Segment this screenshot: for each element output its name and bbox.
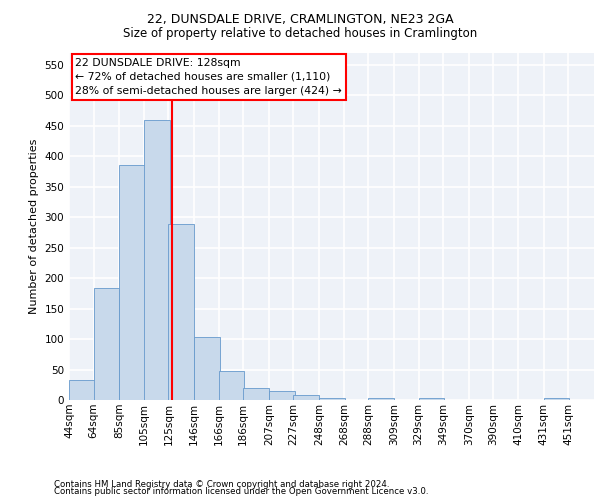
Bar (94, 288, 119, 400)
Bar (218, 372, 244, 400)
Bar (269, 392, 295, 400)
Bar (419, 398, 445, 400)
Bar (119, 166, 145, 400)
Text: Size of property relative to detached houses in Cramlington: Size of property relative to detached ho… (123, 28, 477, 40)
Bar (243, 388, 269, 400)
Text: Contains HM Land Registry data © Crown copyright and database right 2024.: Contains HM Land Registry data © Crown c… (54, 480, 389, 489)
Bar (319, 398, 345, 400)
Bar (144, 120, 170, 400)
Bar (293, 394, 319, 400)
Bar (544, 398, 569, 400)
Text: 22 DUNSDALE DRIVE: 128sqm
← 72% of detached houses are smaller (1,110)
28% of se: 22 DUNSDALE DRIVE: 128sqm ← 72% of detac… (76, 58, 342, 96)
Bar (169, 224, 194, 400)
Text: 22, DUNSDALE DRIVE, CRAMLINGTON, NE23 2GA: 22, DUNSDALE DRIVE, CRAMLINGTON, NE23 2G… (146, 12, 454, 26)
Y-axis label: Number of detached properties: Number of detached properties (29, 138, 39, 314)
Bar (69, 380, 95, 400)
Bar (194, 336, 220, 400)
Text: Contains public sector information licensed under the Open Government Licence v3: Contains public sector information licen… (54, 487, 428, 496)
Bar (368, 398, 394, 400)
